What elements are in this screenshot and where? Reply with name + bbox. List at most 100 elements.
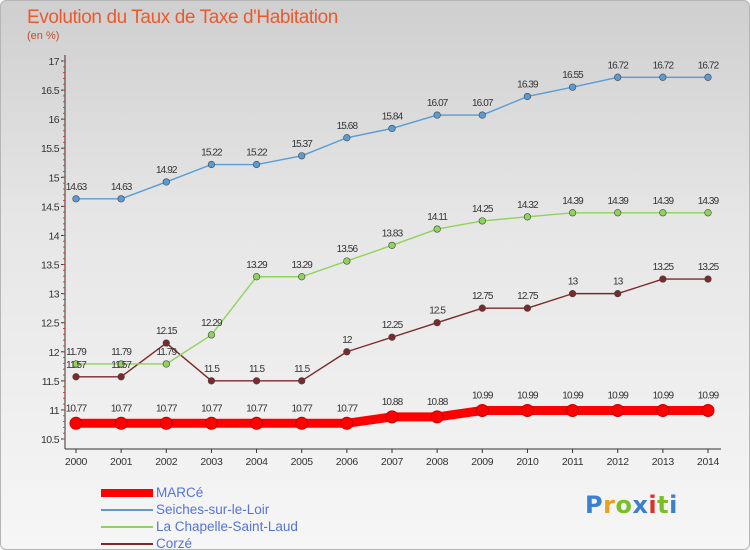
data-label-la-chapelle-saint-laud: 14.25	[472, 204, 494, 215]
x-tick-label: 2004	[245, 456, 268, 468]
data-point-marc	[475, 404, 489, 418]
data-label-seiches-sur-le-loir: 16.07	[472, 98, 494, 109]
data-point-seiches-sur-le-loir	[252, 160, 261, 169]
y-tick-label: 16.5	[41, 85, 60, 97]
legend: MARCé Seiches-sur-le-Loir La Chapelle-Sa…	[101, 485, 401, 549]
legend-label-seiches: Seiches-sur-le-Loir	[156, 502, 270, 517]
data-point-la-chapelle-saint-laud	[523, 213, 532, 221]
legend-swatch-chapelle	[101, 526, 153, 528]
x-tick-label: 2012	[607, 456, 630, 468]
data-label-la-chapelle-saint-laud: 11.79	[111, 347, 132, 358]
data-label-marc: 10.88	[427, 397, 449, 408]
x-tick-label: 2011	[562, 456, 584, 468]
logo-letter: P	[585, 491, 604, 519]
data-point-corz	[207, 377, 216, 385]
data-label-corz: 11.57	[111, 360, 132, 371]
data-point-marc	[204, 416, 218, 430]
data-label-seiches-sur-le-loir: 15.68	[337, 121, 359, 132]
unit-label: (en %)	[27, 30, 60, 42]
legend-item-corze: Corzé	[101, 536, 401, 549]
data-point-la-chapelle-saint-laud	[433, 225, 441, 233]
data-label-seiches-sur-le-loir: 14.92	[156, 165, 178, 176]
logo-letter: x	[632, 491, 649, 519]
data-label-la-chapelle-saint-laud: 13.29	[246, 260, 268, 271]
data-point-corz	[478, 304, 486, 312]
data-label-la-chapelle-saint-laud: 11.79	[66, 347, 87, 358]
chart-axes: 10.5 11 11.5 12 12.5 13 13.5 14 14.5 15 15.5 16 16.5…	[41, 55, 721, 468]
data-label-seiches-sur-le-loir: 15.37	[291, 139, 313, 150]
y-tick-label: 14	[49, 230, 60, 242]
data-point-seiches-sur-le-loir	[117, 195, 125, 203]
data-label-corz: 13.25	[653, 262, 675, 273]
x-tick-label: 2008	[426, 456, 449, 468]
data-label-seiches-sur-le-loir: 16.39	[517, 79, 539, 90]
y-tick-label: 15	[49, 172, 60, 184]
data-point-seiches-sur-le-loir	[162, 178, 170, 186]
data-label-la-chapelle-saint-laud: 11.79	[156, 347, 177, 358]
data-label-corz: 12.25	[382, 320, 404, 331]
data-label-corz: 11.5	[294, 364, 310, 375]
data-label-marc: 10.77	[291, 403, 313, 414]
data-point-marc	[250, 416, 264, 430]
data-point-seiches-sur-le-loir	[568, 83, 577, 91]
data-label-la-chapelle-saint-laud: 14.39	[607, 196, 629, 207]
x-tick-label: 2009	[471, 456, 494, 468]
x-tick-label: 2006	[336, 456, 359, 468]
y-tick-label: 16	[49, 114, 60, 126]
legend-item-chapelle: La Chapelle-Saint-Laud	[101, 519, 401, 536]
data-point-marc	[159, 416, 173, 430]
logo-letter: i	[648, 491, 658, 519]
series-line-seiches-sur-le-loir	[75, 76, 709, 200]
x-tick-label: 2000	[65, 456, 88, 468]
data-labels-layer: 10.77 10.77 10.77 10.77 10.77 10.77 10.77 10.88…	[66, 60, 721, 414]
data-point-corz	[343, 348, 351, 356]
y-tick-label: 13.5	[41, 260, 60, 272]
x-tick-label: 2001	[110, 456, 133, 468]
data-label-corz: 13.25	[698, 262, 720, 273]
data-label-la-chapelle-saint-laud: 14.39	[653, 196, 675, 207]
data-label-seiches-sur-le-loir: 16.07	[427, 98, 449, 109]
data-label-seiches-sur-le-loir: 16.55	[562, 70, 584, 81]
x-tick-label: 2013	[652, 456, 675, 468]
data-point-corz	[117, 373, 125, 381]
data-label-corz: 12.5	[429, 306, 446, 317]
data-label-marc: 10.99	[562, 391, 584, 402]
data-point-marc	[701, 404, 715, 418]
data-point-seiches-sur-le-loir	[207, 160, 216, 169]
legend-item-marce: MARCé	[101, 485, 401, 502]
legend-label-marce: MARCé	[156, 485, 204, 500]
data-point-la-chapelle-saint-laud	[162, 360, 170, 368]
data-point-seiches-sur-le-loir	[72, 195, 80, 203]
x-tick-label: 2005	[291, 456, 314, 468]
chart-title: Evolution du Taux de Taxe d'Habitation	[27, 7, 338, 28]
data-point-la-chapelle-saint-laud	[478, 217, 486, 225]
data-point-la-chapelle-saint-laud	[252, 273, 261, 281]
x-tick-label: 2010	[516, 456, 539, 468]
data-point-la-chapelle-saint-laud	[388, 241, 396, 249]
data-point-la-chapelle-saint-laud	[117, 360, 125, 368]
data-label-marc: 10.77	[337, 403, 359, 414]
data-label-marc: 10.99	[653, 391, 675, 402]
data-point-marc	[430, 410, 444, 424]
data-label-la-chapelle-saint-laud: 13.83	[382, 228, 404, 239]
data-point-seiches-sur-le-loir	[614, 73, 622, 81]
data-point-la-chapelle-saint-laud	[704, 209, 712, 217]
data-point-seiches-sur-le-loir	[343, 134, 351, 142]
data-label-seiches-sur-le-loir: 16.72	[698, 60, 720, 71]
data-point-corz	[614, 290, 622, 298]
y-tick-label: 15.5	[41, 143, 60, 155]
data-label-la-chapelle-saint-laud: 14.32	[517, 200, 539, 211]
legend-swatch-seiches	[101, 509, 153, 511]
data-point-la-chapelle-saint-laud	[343, 257, 351, 265]
data-label-seiches-sur-le-loir: 14.63	[111, 182, 133, 193]
data-label-la-chapelle-saint-laud: 14.11	[427, 212, 448, 223]
data-point-corz	[523, 304, 532, 312]
data-label-marc: 10.99	[517, 391, 539, 402]
data-point-la-chapelle-saint-laud	[614, 209, 622, 217]
y-tick-label: 12.5	[41, 318, 60, 330]
data-point-la-chapelle-saint-laud	[298, 273, 306, 281]
data-point-corz	[388, 333, 396, 341]
data-label-la-chapelle-saint-laud: 14.39	[562, 196, 584, 207]
data-label-corz: 11.5	[249, 364, 265, 375]
